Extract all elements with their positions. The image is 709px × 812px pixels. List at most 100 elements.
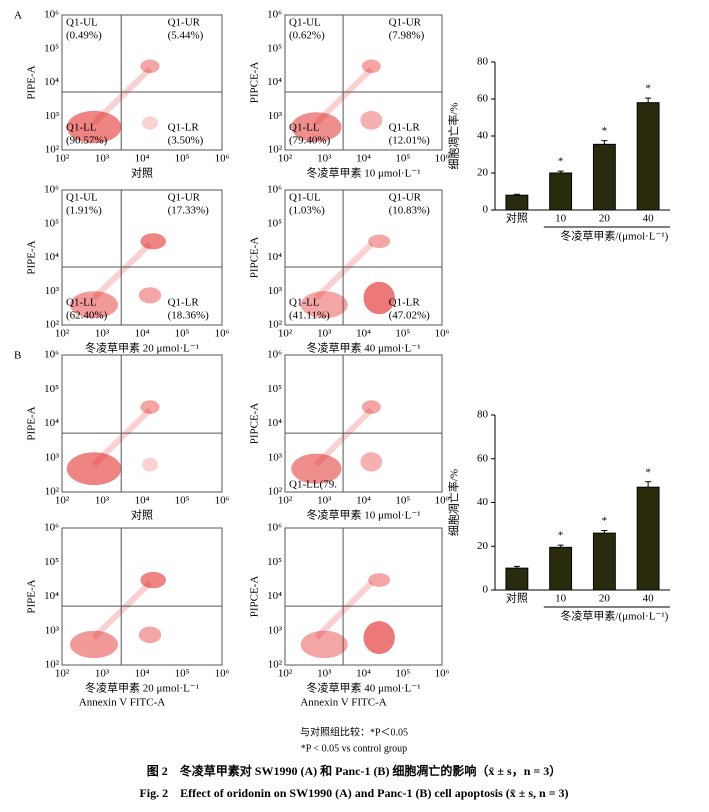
bar [505,567,529,591]
quadrant-label: Q1-UL [289,192,321,204]
y-tick-label: 60 [477,93,489,105]
bar [592,143,616,211]
quadrant-label: (1.03%) [289,205,325,217]
x-tick-label: 10⁴ [356,153,371,165]
y-tick-label: 60 [477,452,489,464]
quadrant-label: (47.02%) [389,310,431,322]
plot-frame [284,527,443,666]
quadrant-label: (0.62%) [289,30,325,42]
quadrant-label: Q1-LL [66,122,97,134]
y-tick-label: 10⁵ [267,42,282,54]
y-tick-label: 10⁶ [44,349,59,361]
x-tick-label: 10³ [95,153,110,165]
x-tick-label: 10⁶ [215,153,230,165]
x-tick-label: 对照 [506,211,528,225]
y-tick-label: 20 [477,167,489,179]
y-tick-label: 10⁵ [267,217,282,229]
y-tick-label: 10⁴ [44,417,59,429]
quadrant-label: (7.98%) [389,30,425,42]
x-axis-label: 冬凌草甲素 10 μmol·L⁻¹ [307,166,421,180]
x-tick-label: 10² [55,668,70,680]
cell-population [142,116,158,130]
plot-frame [284,189,443,326]
cell-population [142,457,158,472]
y-axis-label: 细胞凋亡率/% [447,102,461,169]
x-tick-label: 10⁵ [395,153,410,165]
diagonal-spread [91,66,153,126]
y-tick-label: 10³ [268,110,283,122]
y-tick-label: 10² [268,486,283,498]
x-tick-label: 20 [599,593,611,605]
y-axis-label: PIPE-A [26,579,38,613]
quadrant-label: Q1-LR [168,297,200,309]
y-tick-label: 10⁴ [267,590,282,602]
y-tick-label: 10⁶ [267,184,282,196]
y-tick-label: 10⁶ [267,522,282,534]
y-tick-label: 10⁶ [44,522,59,534]
x-tick-label: 10³ [95,495,110,507]
bar [505,194,529,211]
x-tick-label: 10⁶ [435,328,450,340]
y-tick-label: 10⁶ [267,349,282,361]
plot-frame [61,354,223,493]
x-tick-label: 10⁴ [135,668,150,680]
quadrant-label: Q1-UL [289,17,321,29]
cell-population [138,626,162,644]
y-tick-label: 10² [45,659,60,671]
x-tick-label: 10⁴ [135,328,150,340]
plot-frame [61,189,223,326]
y-tick-label: 80 [477,56,489,68]
bar [549,172,573,211]
x-tick-label: 10² [55,153,70,165]
x-axis-label: 对照 [131,508,153,522]
cell-population [66,110,122,144]
y-tick-label: 10⁵ [44,42,59,54]
x-tick-label: 10³ [317,153,332,165]
y-tick-label: 0 [483,204,489,216]
x-tick-label: 10⁴ [356,328,371,340]
x-axis-label: 冬凌草甲素/(μmol·L⁻¹) [560,229,668,243]
quadrant-label: (90.57%) [66,135,108,147]
x-tick-label: 10² [278,328,293,340]
y-tick-label: 10³ [45,451,60,463]
quadrant-label: Q1-LR [389,297,421,309]
quadrant-label: (5.44%) [168,30,204,42]
diagonal-spread [91,580,153,640]
cell-population [70,291,118,319]
y-tick-label: 10² [268,144,283,156]
y-tick-label: 10⁵ [267,383,282,395]
x-tick-label: 10³ [317,328,332,340]
y-tick-label: 10² [45,144,60,156]
quadrant-label: (18.36%) [168,310,210,322]
y-tick-label: 10² [45,486,60,498]
quadrant-label: (41.11%) [289,310,330,322]
quadrant-label: (1.91%) [66,205,102,217]
quadrant-label: (10.83%) [389,205,431,217]
quadrant-label: Q1-UR [389,17,422,29]
y-axis-label: PIPCE-A [249,576,261,618]
y-axis-label: PIPE-A [26,240,38,274]
y-tick-label: 10² [268,319,283,331]
quadrant-label: Q1-UR [168,192,201,204]
x-tick-label: 20 [599,213,611,225]
x-tick-label: 10⁵ [175,495,190,507]
quadrant-label: Q1-LL [289,122,320,134]
y-tick-label: 10³ [268,285,283,297]
cell-population [140,59,160,74]
cell-population [300,291,348,319]
cell-population [291,112,342,142]
x-tick-label: 40 [643,593,655,605]
plot-frame [61,14,223,151]
x-tick-label: 10³ [95,328,110,340]
cell-population [361,400,381,414]
plot-frame [284,14,443,151]
diagonal-spread [91,241,153,301]
quadrant-label: (17.33%) [168,205,210,217]
significance: * [558,530,564,542]
y-tick-label: 10⁴ [267,251,282,263]
significance: * [645,466,651,478]
x-tick-label: 10³ [95,668,110,680]
cell-population [363,621,395,655]
y-tick-label: 10⁴ [267,417,282,429]
bar [636,486,660,591]
